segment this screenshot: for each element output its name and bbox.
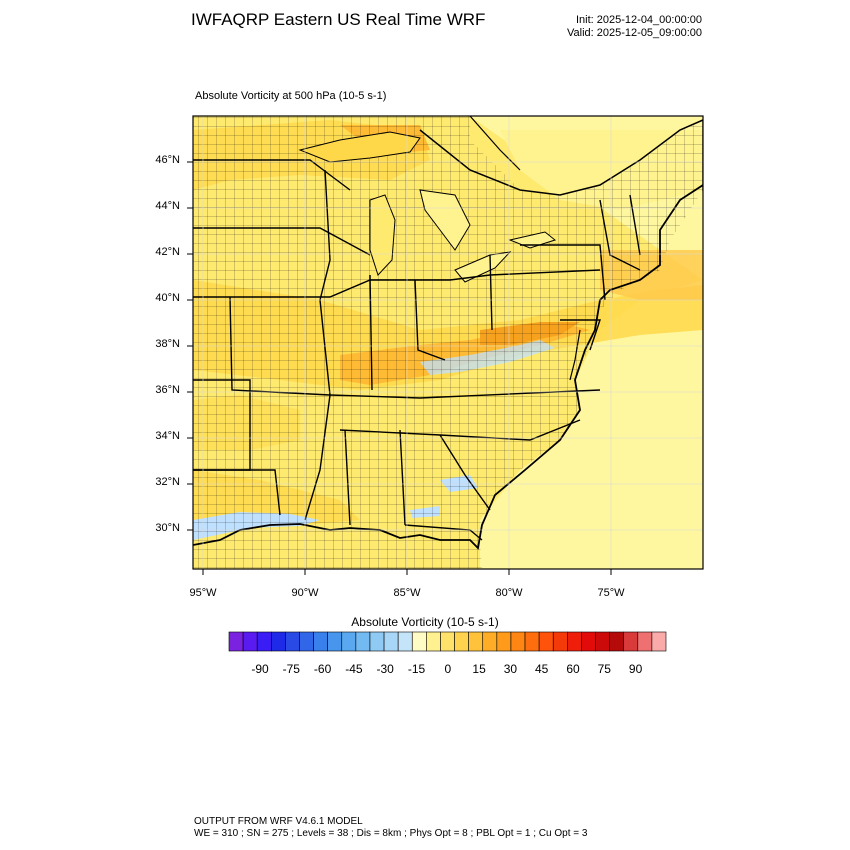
colorbar-swatch [341, 631, 357, 652]
colorbar-swatch [242, 631, 258, 652]
map-panel [193, 116, 703, 569]
lake-huron [419, 189, 471, 251]
hudson-bay-coast [469, 116, 521, 171]
colorbar-swatch [552, 631, 568, 652]
colorbar-tick-label: 90 [628, 662, 643, 676]
graticule [193, 116, 703, 569]
colorbar-tick-label: 30 [503, 662, 518, 676]
colorbar-swatch [299, 631, 314, 652]
colorbar-swatch [313, 631, 328, 652]
footer-line-2: WE = 310 ; SN = 275 ; Levels = 38 ; Dis … [194, 828, 588, 839]
chesapeake-bay [569, 329, 581, 381]
colorbar-swatch [609, 631, 625, 652]
colorbar-swatch [256, 631, 272, 652]
colorbar-swatch [595, 631, 610, 652]
colorbar-swatch [637, 631, 653, 652]
colorbar-tick-label: -45 [345, 662, 363, 676]
map-subtitle: Absolute Vorticity at 500 hPa (10-5 s-1) [195, 90, 387, 102]
lake-erie [454, 251, 512, 283]
colorbar-swatch [651, 631, 667, 652]
colorbar-tick-label: -75 [282, 662, 300, 676]
colorbar-swatch [270, 631, 286, 652]
colorbar-swatch [510, 631, 526, 652]
colorbar-swatch [496, 631, 512, 652]
lat-label-40: 40°N [155, 292, 180, 304]
lon-label-75: 75°W [597, 587, 625, 599]
colorbar [228, 631, 667, 652]
colorbar-tick-label: -15 [407, 662, 426, 676]
colorbar-tick-label: 15 [472, 662, 486, 676]
colorbar-tick-label: -60 [313, 662, 332, 676]
colorbar-tick-label: 45 [535, 662, 549, 676]
lat-label-46: 46°N [155, 154, 180, 166]
colorbar-swatch [369, 631, 385, 652]
lat-label-36: 36°N [155, 384, 180, 396]
colorbar-swatch [567, 631, 582, 652]
colorbar-title: Absolute Vorticity (10-5 s-1) [351, 615, 499, 629]
lon-label-85: 85°W [393, 587, 421, 599]
colorbar-swatch [538, 631, 554, 652]
colorbar-swatch [411, 631, 427, 652]
page-title: IWFAQRP Eastern US Real Time WRF [191, 10, 486, 29]
lat-label-32: 32°N [155, 476, 180, 488]
axis-ticks [187, 161, 612, 575]
canada-border [419, 119, 703, 196]
lat-label-38: 38°N [155, 338, 180, 350]
county-boundaries [193, 116, 703, 569]
colorbar-swatch [327, 631, 343, 652]
run-times: Init: 2025-12-04_00:00:00 Valid: 2025-12… [567, 14, 702, 40]
colorbar-swatch [482, 631, 498, 652]
colorbar-tick-label: 0 [444, 662, 452, 676]
colorbar-tick-label: 60 [566, 662, 580, 676]
colorbar-swatch [285, 631, 300, 652]
colorbar-swatch [454, 631, 469, 652]
colorbar-swatch [426, 631, 441, 652]
colorbar-swatch [623, 631, 639, 652]
lake-superior [298, 131, 421, 163]
lat-label-44: 44°N [155, 200, 180, 212]
colorbar-swatch [383, 631, 399, 652]
colorbar-swatch [524, 631, 540, 652]
lon-label-95: 95°W [189, 587, 217, 599]
footer-line-1: OUTPUT FROM WRF V4.6.1 MODEL [194, 816, 363, 827]
lon-label-90: 90°W [291, 587, 319, 599]
colorbar-tick-label: -30 [376, 662, 394, 676]
colorbar-tick-label: 75 [597, 662, 611, 676]
lat-label-30: 30°N [155, 522, 180, 534]
colorbar-swatch [468, 631, 484, 652]
model-footer: OUTPUT FROM WRF V4.6.1 MODEL WE = 310 ; … [194, 816, 587, 840]
colorbar-swatch [581, 631, 596, 652]
valid-time: Valid: 2025-12-05_09:00:00 [567, 27, 702, 39]
lon-label-80: 80°W [495, 587, 523, 599]
lat-label-42: 42°N [155, 246, 180, 258]
colorbar-swatch [397, 631, 413, 652]
init-time: Init: 2025-12-04_00:00:00 [576, 14, 702, 26]
map-frame [192, 115, 704, 570]
lake-michigan [369, 194, 396, 276]
colorbar-swatch [440, 631, 455, 652]
colorbar-swatch [355, 631, 371, 652]
coastline [193, 184, 703, 550]
colorbar-tick-label: -90 [251, 662, 269, 676]
colorbar-swatch [228, 631, 244, 652]
lat-label-34: 34°N [155, 430, 180, 442]
